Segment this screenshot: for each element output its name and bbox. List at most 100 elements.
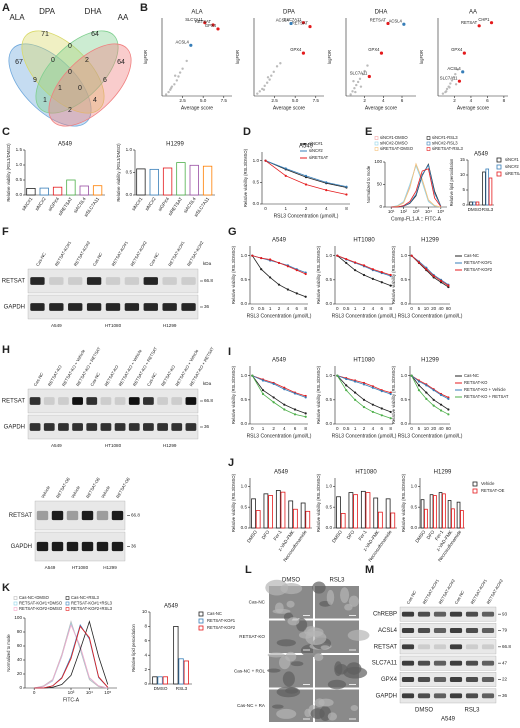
- y-tick-label: 0.5: [253, 180, 260, 185]
- density-curve: [391, 168, 442, 208]
- series-line: [252, 375, 306, 398]
- lane-label: RETSAT-OE: [55, 476, 71, 499]
- panel-letter: D: [243, 126, 251, 138]
- x-tick-label: 10³: [413, 209, 420, 214]
- x-tick-label: 8: [304, 306, 307, 311]
- point: [352, 79, 355, 83]
- group-label: A549: [45, 565, 56, 570]
- y-tick-label: 0: [19, 685, 22, 690]
- bar: [26, 187, 36, 196]
- x-tick-label: 5.0: [292, 98, 299, 103]
- em-texture: [276, 708, 297, 719]
- band: [51, 541, 64, 552]
- legend-label: Cas-NC: [464, 373, 479, 378]
- point: [359, 85, 363, 88]
- x-tick-label: 0: [251, 426, 254, 431]
- x-tick-label: siNC#1: [131, 196, 144, 212]
- bar: [288, 500, 294, 529]
- x-axis-label: Average score: [457, 105, 489, 111]
- x-tick-label: siNC#2: [34, 196, 47, 212]
- point: [425, 397, 428, 400]
- point: [295, 292, 298, 295]
- band: [481, 677, 495, 682]
- group-label: A549: [51, 443, 62, 448]
- highlight-label: ACSL4: [447, 66, 461, 71]
- point: [363, 69, 366, 73]
- x-tick-label: 6: [401, 98, 404, 103]
- band: [157, 423, 168, 431]
- density-curve: [34, 625, 109, 689]
- bar: [176, 162, 186, 196]
- band: [401, 644, 415, 650]
- marker-label: 66.8: [131, 513, 140, 518]
- x-tick-label: siNC#2: [144, 196, 157, 212]
- legend-swatch: [13, 607, 18, 611]
- band: [58, 397, 69, 405]
- x-tick-label: 1: [354, 426, 357, 431]
- y-tick-label: 0.0: [16, 192, 23, 197]
- em-texture: [305, 630, 327, 646]
- point: [304, 396, 307, 399]
- band: [114, 397, 126, 405]
- lane-label: RETSAT-KO#1: [54, 240, 73, 267]
- band: [449, 611, 463, 617]
- band: [181, 277, 196, 285]
- marker-label: 36: [502, 693, 508, 698]
- series-line: [411, 255, 449, 286]
- point: [380, 281, 383, 284]
- point: [389, 417, 392, 420]
- band: [449, 677, 463, 682]
- panel-letter: L: [245, 564, 252, 576]
- row-label: GAPDH: [4, 305, 25, 311]
- band: [96, 510, 109, 521]
- bar: [251, 498, 256, 529]
- band: [72, 397, 83, 405]
- x-tick-label: DFO: [261, 529, 271, 540]
- x-tick-label: RSL3: [176, 686, 188, 691]
- x-tick-label: DFO: [346, 529, 356, 540]
- bar: [292, 508, 298, 529]
- density-curve: [34, 620, 109, 689]
- highlight-point: [367, 74, 371, 79]
- x-tick-label: 5: [418, 306, 421, 311]
- panel-letter: M: [365, 564, 374, 576]
- band: [417, 693, 431, 699]
- y-tick-label: 0.5: [126, 170, 133, 175]
- bar: [475, 201, 480, 206]
- x-tick-label: siGPX4: [157, 196, 170, 212]
- lane-label: Cas-NC: [148, 252, 160, 267]
- lane-label: RETSAT-KO#2: [186, 240, 205, 267]
- series-line: [252, 375, 306, 397]
- y-tick-label: 10: [460, 172, 466, 177]
- marker-label: 36: [204, 424, 210, 429]
- point: [270, 74, 273, 77]
- bar: [305, 510, 311, 529]
- point: [269, 276, 272, 279]
- chart-title: DHA: [375, 10, 388, 16]
- series-line: [251, 375, 306, 414]
- point: [417, 389, 421, 392]
- legend-label: siRETSAT: [505, 171, 520, 176]
- point: [256, 92, 259, 95]
- bar: [442, 493, 446, 529]
- band: [433, 644, 447, 650]
- band: [72, 423, 83, 431]
- x-tick-label: 0: [336, 306, 339, 311]
- marker-label: 66.8: [502, 644, 511, 649]
- x-tick-label: 10: [424, 306, 430, 311]
- highlight-point: [379, 51, 384, 55]
- point: [380, 271, 383, 274]
- x-axis-label: RSL3 Concentration (μmol/L): [247, 313, 312, 319]
- bar: [348, 492, 354, 529]
- x-tick-label: 5.0: [200, 98, 207, 103]
- series-line: [251, 375, 306, 418]
- venn-count: 9: [33, 77, 37, 84]
- x-tick-label: 4: [470, 98, 473, 103]
- bar: [280, 491, 286, 529]
- y-axis-label: Relative viability (RSL3/DMSO): [231, 473, 236, 532]
- chart-title: A549: [164, 604, 179, 610]
- y-axis-label: logFDR: [327, 50, 332, 64]
- bar: [456, 501, 461, 529]
- em-texture: [278, 655, 291, 670]
